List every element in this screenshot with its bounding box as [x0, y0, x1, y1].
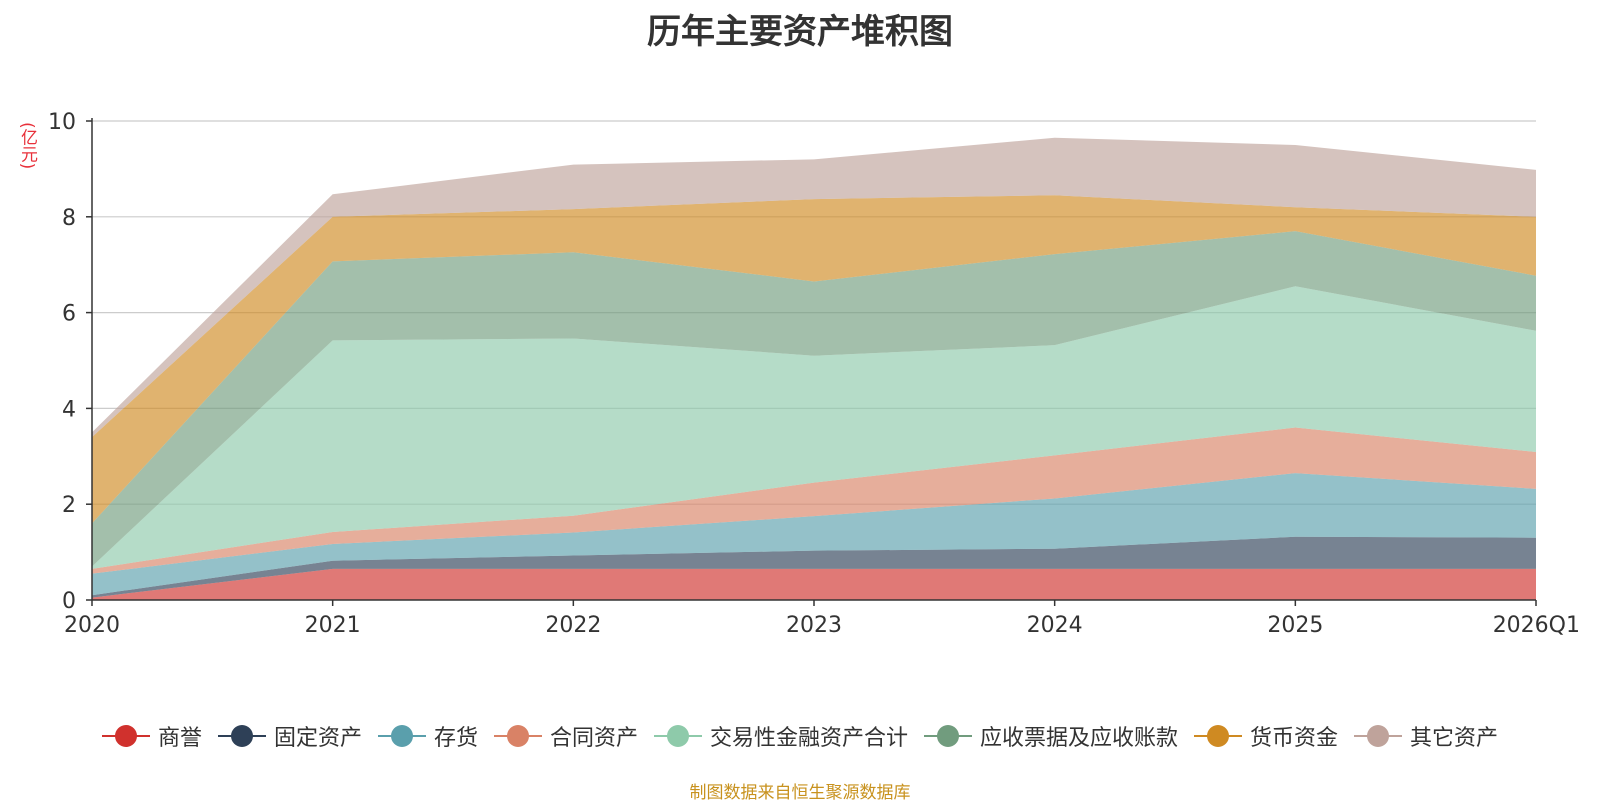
legend-item[interactable]: 货币资金 — [1194, 720, 1338, 752]
y-tick-label: 0 — [62, 589, 76, 614]
chart-title: 历年主要资产堆积图 — [647, 12, 953, 52]
legend-item[interactable]: 应收票据及应收账款 — [924, 720, 1178, 752]
legend-swatch-icon — [654, 725, 702, 747]
legend-label: 存货 — [433, 726, 478, 751]
stacked-area-plot: 0 2 4 6 8 10 2020 2021 2022 2023 2024 2025 2026Q1 — [48, 110, 1580, 638]
legend-label: 商誉 — [157, 726, 202, 751]
y-tick-label: 2 — [62, 493, 76, 518]
area-series-4 — [92, 427, 1536, 574]
legend-label: 合同资产 — [549, 726, 638, 751]
legend-label: 交易性金融资产合计 — [710, 726, 909, 751]
legend-swatch-icon — [101, 725, 150, 747]
legend-label: 货币资金 — [1250, 726, 1339, 751]
x-tick-label: 2023 — [786, 613, 842, 638]
legend-swatch-icon — [217, 725, 266, 747]
area-series-3 — [92, 473, 1536, 596]
area-series-8 — [92, 137, 1536, 438]
x-tick-label: 2020 — [64, 613, 120, 638]
legend-swatch-icon — [924, 725, 973, 747]
y-axis-unit-label: (亿元) — [17, 122, 37, 170]
legend-item[interactable]: 合同资产 — [493, 720, 638, 752]
area-series-5 — [92, 286, 1536, 569]
y-tick-label: 4 — [62, 397, 76, 422]
area-series-7 — [92, 195, 1536, 524]
legend-item[interactable]: 商誉 — [101, 720, 202, 752]
legend-label: 固定资产 — [273, 726, 362, 751]
x-tick-label: 2024 — [1027, 613, 1083, 638]
legend: 商誉 固定资产 存货 合同资产 交易性金融资产合计 应收票据及应收账款 货币资金 其它资产 — [0, 720, 1600, 752]
legend-label: 应收票据及应收账款 — [980, 726, 1179, 751]
area-series-6 — [92, 231, 1536, 567]
legend-label: 其它资产 — [1410, 726, 1499, 751]
area-series-1 — [92, 568, 1536, 600]
legend-item[interactable]: 其它资产 — [1354, 720, 1498, 752]
legend-swatch-icon — [1194, 725, 1243, 747]
x-tick-label: 2025 — [1267, 613, 1323, 638]
x-tick-label: 2026Q1 — [1493, 613, 1580, 638]
legend-swatch-icon — [1354, 725, 1403, 747]
y-tick-label: 8 — [62, 206, 76, 231]
legend-item[interactable]: 存货 — [377, 720, 478, 752]
legend-item[interactable]: 固定资产 — [217, 720, 362, 752]
legend-item[interactable]: 交易性金融资产合计 — [654, 720, 908, 752]
source-note: 制图数据来自恒生聚源数据库 — [689, 783, 911, 803]
legend-swatch-icon — [493, 725, 542, 747]
legend-swatch-icon — [377, 725, 426, 747]
x-tick-label: 2021 — [305, 613, 361, 638]
x-tick-label: 2022 — [545, 613, 601, 638]
y-tick-label: 10 — [48, 110, 76, 135]
y-tick-label: 6 — [62, 302, 76, 327]
area-series-2 — [92, 536, 1536, 598]
